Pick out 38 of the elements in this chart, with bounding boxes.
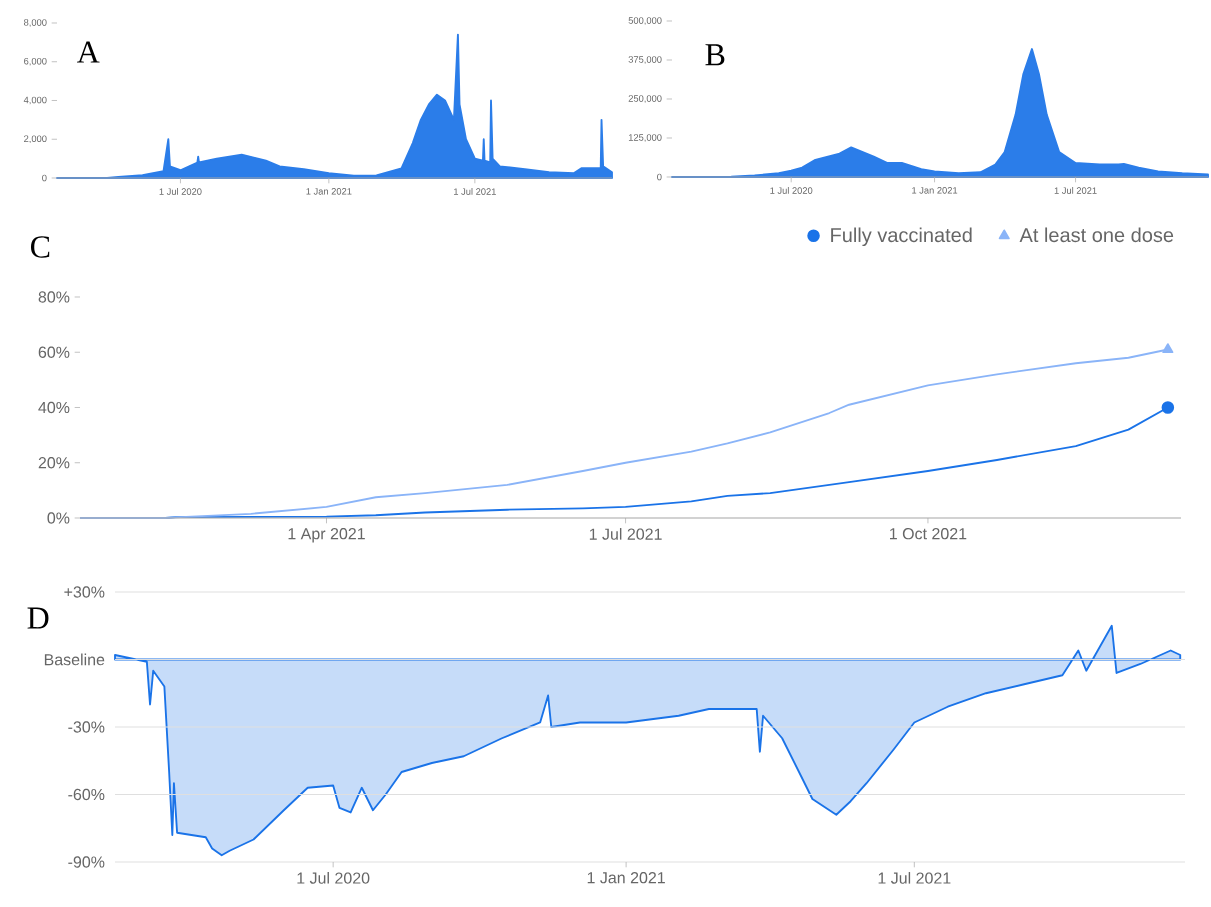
y-tick-label: 20% xyxy=(38,457,70,469)
chart-title: C xyxy=(30,236,50,258)
y-tick-label: 80% xyxy=(38,291,70,303)
y-tick-label: -30% xyxy=(68,721,105,733)
y-tick-label: Baseline xyxy=(44,653,105,666)
legend-label: Fully vaccinated xyxy=(831,227,972,247)
chart-title: D xyxy=(27,607,49,629)
x-tick-label: 1 Jul 2021 xyxy=(1054,187,1097,194)
x-tick-label: 1 Jul 2020 xyxy=(159,188,202,195)
y-tick-label: 500,000 xyxy=(628,17,662,25)
x-tick-label: 1 Jan 2021 xyxy=(912,187,958,194)
x-tick-label: 1 Jul 2021 xyxy=(589,528,662,540)
y-tick-label: 6,000 xyxy=(24,57,47,66)
y-tick-label: 125,000 xyxy=(628,134,662,142)
legend-label: At least one dose xyxy=(1019,227,1174,243)
y-tick-label: 0 xyxy=(42,174,47,182)
x-tick-label: 1 Jan 2021 xyxy=(306,188,352,195)
y-tick-label: 0 xyxy=(657,173,662,181)
y-tick-label: 4,000 xyxy=(23,96,47,105)
y-tick-label: 0% xyxy=(47,512,70,524)
x-tick-label: 1 Oct 2021 xyxy=(890,528,967,540)
y-tick-label: +30% xyxy=(64,586,105,598)
x-tick-label: 1 Jul 2020 xyxy=(770,187,813,194)
y-tick-label: 250,000 xyxy=(628,95,662,103)
y-tick-label: 375,000 xyxy=(628,56,662,64)
y-tick-label: 40% xyxy=(38,401,70,414)
x-tick-label: 1 Apr 2021 xyxy=(288,528,365,543)
y-tick-label: -90% xyxy=(68,856,105,868)
y-tick-label: -60% xyxy=(68,788,105,801)
y-tick-label: 8,000 xyxy=(24,19,47,27)
y-tick-label: 2,000 xyxy=(24,135,47,144)
y-tick-label: 60% xyxy=(38,346,70,358)
x-tick-label: 1 Jan 2021 xyxy=(587,872,665,884)
x-tick-label: 1 Jul 2021 xyxy=(878,872,951,884)
text: B xyxy=(705,44,725,66)
x-tick-label: 1 Jul 2021 xyxy=(454,188,496,195)
x-tick-label: 1 Jul 2020 xyxy=(297,872,370,884)
chart-title: A xyxy=(77,41,100,63)
